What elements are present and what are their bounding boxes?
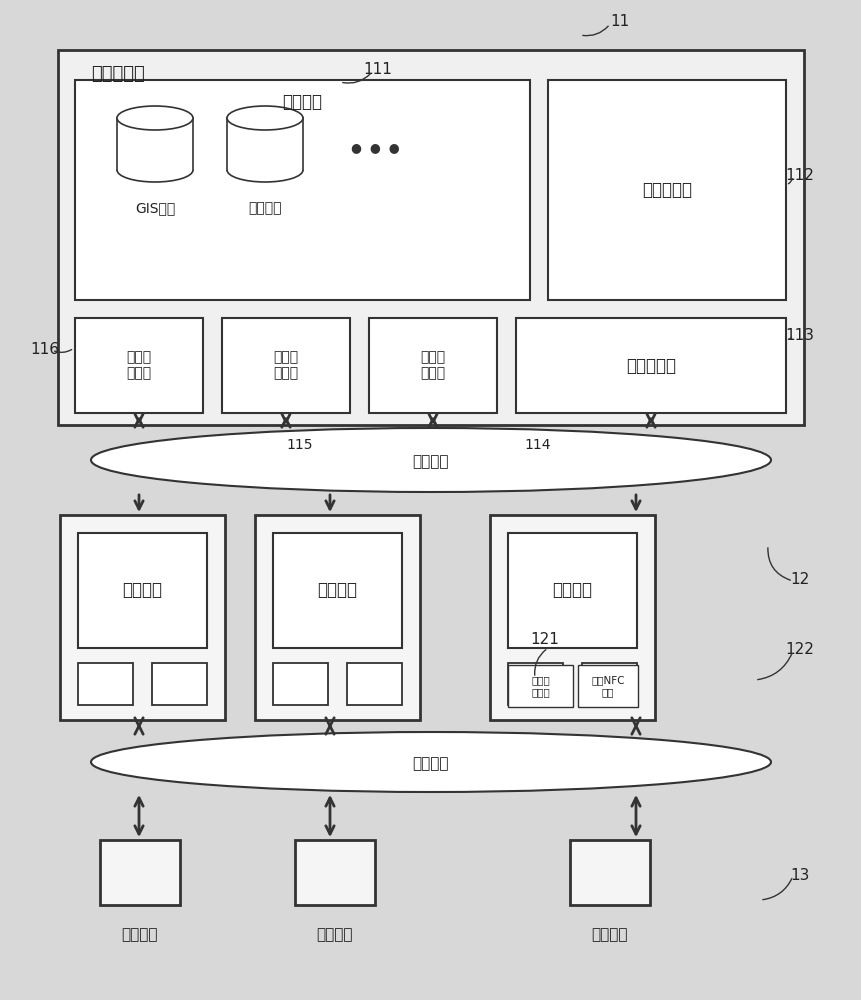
Text: 车载终端: 车载终端 <box>317 581 357 599</box>
Bar <box>75 318 202 413</box>
Bar <box>100 840 180 905</box>
Bar <box>569 840 649 905</box>
Text: 数据接
收单元: 数据接 收单元 <box>420 350 445 381</box>
Ellipse shape <box>91 732 770 792</box>
Text: 云管理平台: 云管理平台 <box>91 65 145 83</box>
Text: 113: 113 <box>784 328 814 342</box>
Text: 121: 121 <box>530 633 559 648</box>
Bar <box>581 663 636 705</box>
Bar <box>152 663 207 705</box>
Text: 13: 13 <box>790 867 808 882</box>
Text: 114: 114 <box>524 438 551 452</box>
Bar <box>60 515 225 720</box>
Text: 115: 115 <box>287 438 313 452</box>
Text: 近场通信: 近场通信 <box>412 756 449 772</box>
Bar <box>369 318 497 413</box>
Text: 广告数据: 广告数据 <box>248 201 282 215</box>
Bar <box>489 515 654 720</box>
Text: GIS数据: GIS数据 <box>134 201 175 215</box>
Ellipse shape <box>226 106 303 130</box>
Bar <box>507 665 573 707</box>
Text: 无线网络: 无线网络 <box>412 454 449 470</box>
Bar <box>77 663 133 705</box>
Text: 116: 116 <box>30 342 59 358</box>
Bar <box>294 840 375 905</box>
Ellipse shape <box>91 428 770 492</box>
Text: 11: 11 <box>610 14 629 29</box>
Bar <box>273 663 328 705</box>
Text: 位置接
收单元: 位置接 收单元 <box>530 675 549 697</box>
Text: 移动终端: 移动终端 <box>121 928 158 942</box>
Text: 122: 122 <box>784 643 814 658</box>
Text: 云数据库: 云数据库 <box>282 93 322 111</box>
Bar <box>58 50 803 425</box>
Ellipse shape <box>117 106 193 130</box>
Text: 12: 12 <box>790 572 808 587</box>
Text: 云计算单元: 云计算单元 <box>641 181 691 199</box>
Bar <box>273 533 401 648</box>
Text: 车载终端: 车载终端 <box>552 581 592 599</box>
Text: 112: 112 <box>784 167 814 182</box>
Text: 111: 111 <box>363 62 392 78</box>
Bar <box>117 118 193 170</box>
Bar <box>578 665 637 707</box>
Bar <box>347 663 401 705</box>
Bar <box>226 118 303 170</box>
Bar <box>75 80 530 300</box>
Bar <box>77 533 207 648</box>
Text: 移动终端: 移动终端 <box>591 928 628 942</box>
Bar <box>507 533 636 648</box>
Text: 第一NFC
单元: 第一NFC 单元 <box>591 675 624 697</box>
Text: 数据发
送单元: 数据发 送单元 <box>273 350 298 381</box>
Text: 外部系
统接口: 外部系 统接口 <box>127 350 152 381</box>
Text: ●  ●  ●: ● ● ● <box>350 141 399 154</box>
Bar <box>516 318 785 413</box>
Bar <box>222 318 350 413</box>
Text: 移动终端: 移动终端 <box>316 928 353 942</box>
Bar <box>507 663 562 705</box>
Bar <box>255 515 419 720</box>
Text: 云存储单元: 云存储单元 <box>625 357 675 374</box>
Bar <box>548 80 785 300</box>
Text: 车载终端: 车载终端 <box>122 581 163 599</box>
